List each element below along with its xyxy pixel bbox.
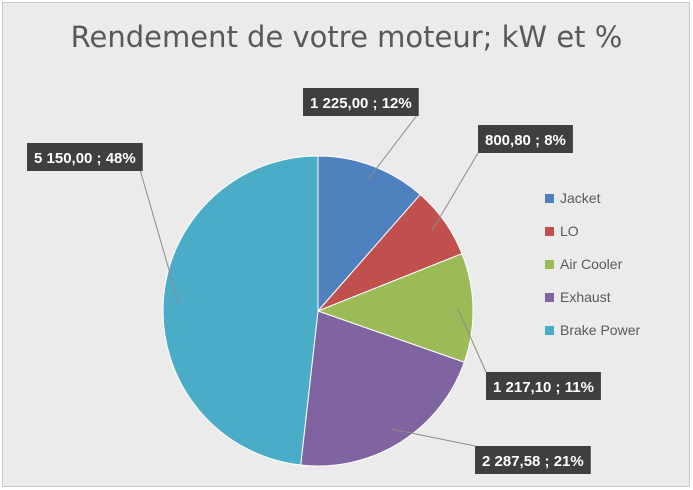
data-label-brake-power: 5 150,00 ; 48% bbox=[27, 143, 143, 171]
pie-slice-exhaust bbox=[300, 310, 465, 467]
legend-label: LO bbox=[560, 223, 579, 239]
data-label-box bbox=[478, 125, 573, 153]
legend-label: Air Cooler bbox=[560, 256, 623, 272]
data-label-box bbox=[486, 372, 601, 400]
data-label-text: 2 287,58 ; 21% bbox=[482, 453, 584, 470]
leader-line-air-cooler bbox=[457, 307, 487, 373]
legend-label: Jacket bbox=[560, 190, 601, 206]
legend-item-lo: LO bbox=[545, 223, 579, 239]
data-label-text: 800,80 ; 8% bbox=[485, 132, 566, 149]
data-label-box bbox=[303, 88, 419, 116]
pie-slice-jacket bbox=[317, 155, 421, 313]
legend-item-exhaust: Exhaust bbox=[545, 289, 611, 305]
legend-item-air-cooler: Air Cooler bbox=[545, 256, 623, 272]
data-label-text: 1 225,00 ; 12% bbox=[310, 95, 412, 112]
data-label-lo: 800,80 ; 8% bbox=[478, 125, 573, 153]
pie-slice-brake-power bbox=[162, 155, 319, 466]
data-label-air-cooler: 1 217,10 ; 11% bbox=[486, 372, 601, 400]
pie-slice-air-cooler bbox=[316, 252, 474, 363]
legend-label: Exhaust bbox=[560, 289, 611, 305]
data-label-text: 5 150,00 ; 48% bbox=[34, 150, 136, 167]
data-label-text: 1 217,10 ; 11% bbox=[493, 379, 594, 396]
data-label-exhaust: 2 287,58 ; 21% bbox=[475, 446, 591, 474]
legend-item-jacket: Jacket bbox=[545, 190, 601, 206]
legend-label: Brake Power bbox=[560, 322, 640, 338]
chart-title: Rendement de votre moteur; kW et % bbox=[70, 20, 623, 54]
data-label-jacket: 1 225,00 ; 12% bbox=[303, 88, 419, 116]
legend-swatch bbox=[545, 293, 554, 302]
leader-line-jacket bbox=[366, 115, 417, 181]
leader-line-exhaust bbox=[392, 428, 476, 447]
legend-item-brake-power: Brake Power bbox=[545, 322, 640, 338]
leader-line-lo bbox=[431, 152, 479, 231]
data-label-box bbox=[475, 446, 591, 474]
legend: Jacket LO Air Cooler Exhaust Brake Power bbox=[545, 190, 640, 338]
legend-swatch bbox=[545, 326, 554, 335]
legend-swatch bbox=[545, 260, 554, 269]
legend-swatch bbox=[545, 227, 554, 236]
legend-swatch bbox=[545, 194, 554, 203]
leader-line-brake-power bbox=[139, 170, 180, 304]
data-label-box bbox=[27, 143, 143, 171]
